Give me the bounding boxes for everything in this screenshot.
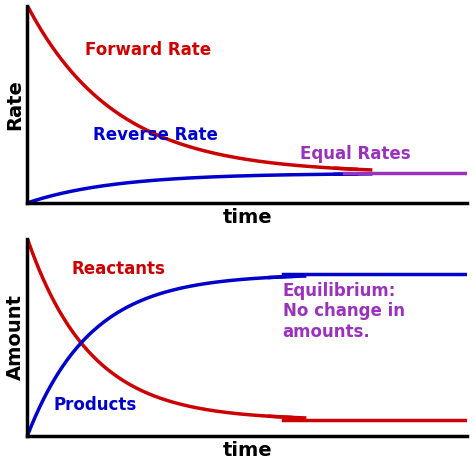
Text: Reverse Rate: Reverse Rate [93,126,218,144]
Y-axis label: Amount: Amount [6,294,25,380]
Text: Reactants: Reactants [71,260,165,278]
Y-axis label: Rate: Rate [6,79,25,130]
Text: Products: Products [54,396,137,414]
X-axis label: time: time [223,208,272,227]
X-axis label: time: time [223,441,272,460]
Text: Forward Rate: Forward Rate [85,41,210,59]
Text: Equal Rates: Equal Rates [300,145,411,164]
Text: Equilibrium:
No change in
amounts.: Equilibrium: No change in amounts. [282,281,404,341]
